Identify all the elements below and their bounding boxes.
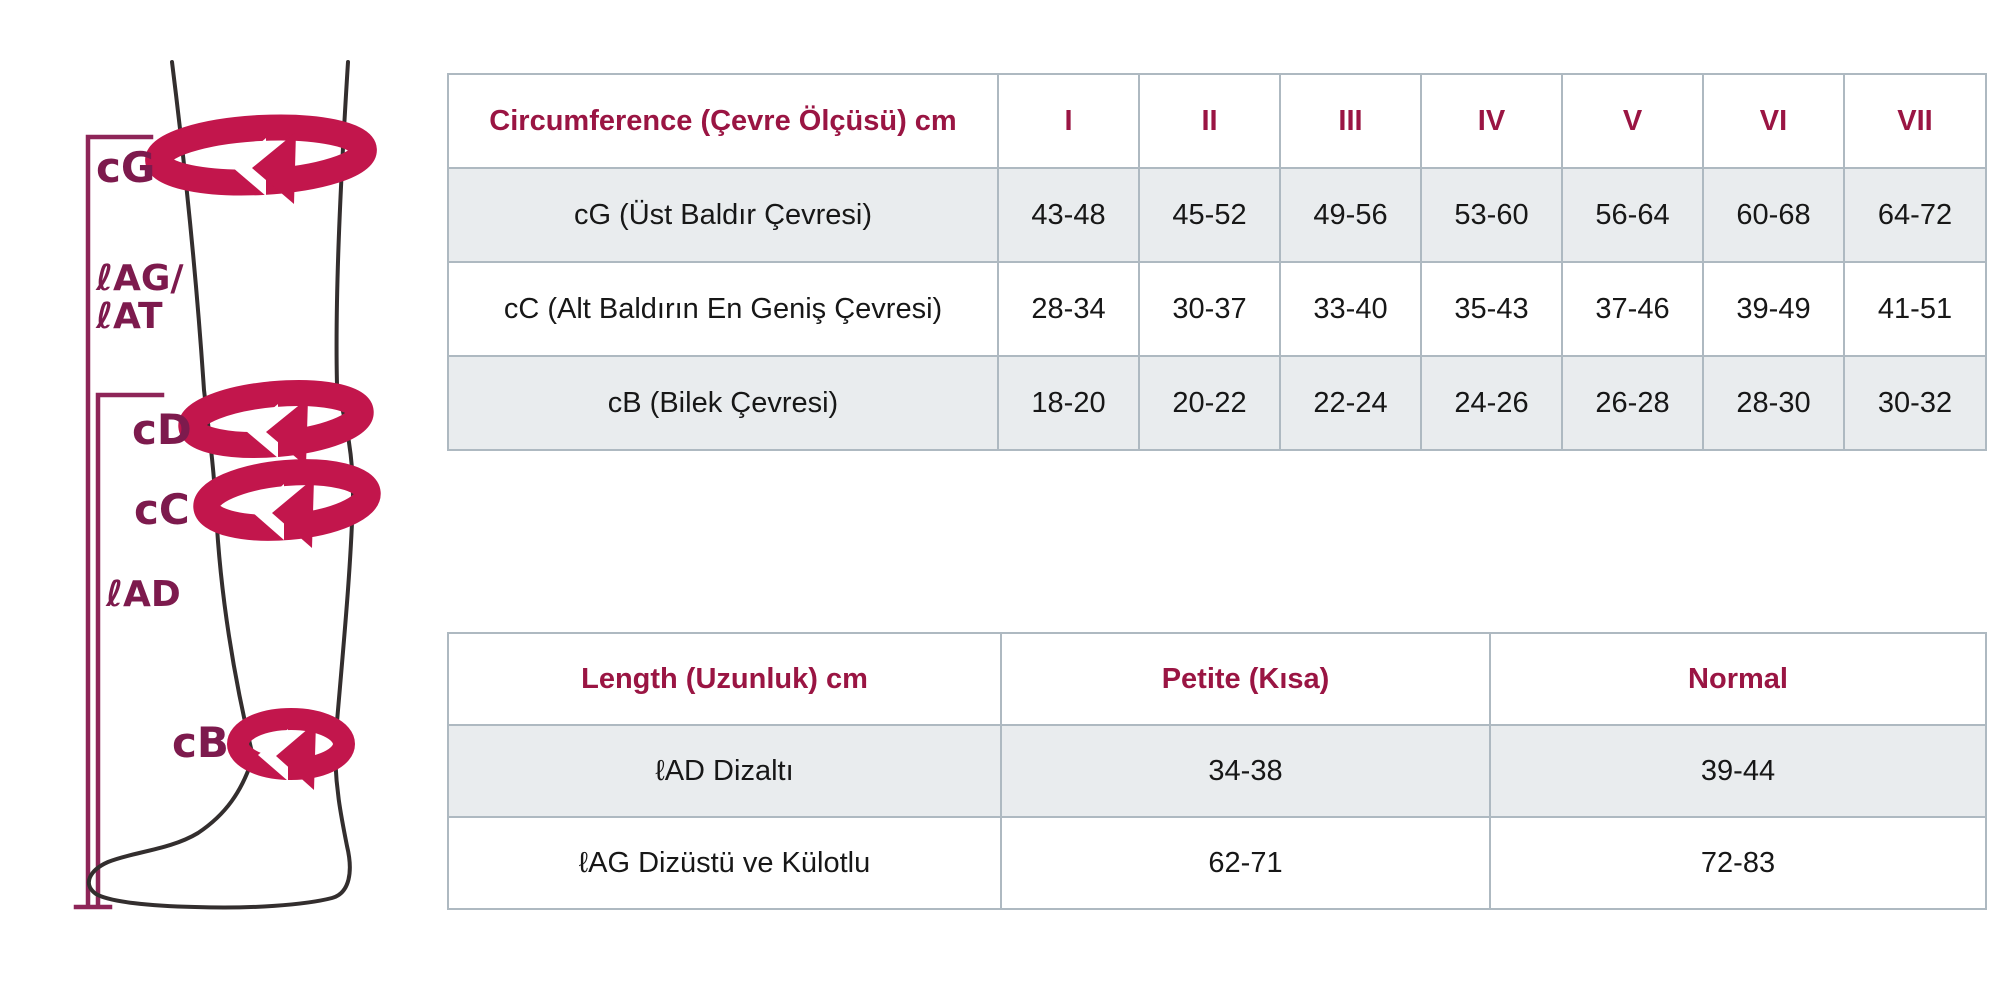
- table-row: ℓAD Dizaltı 34-38 39-44: [447, 724, 1987, 818]
- cell-value: 22-24: [1279, 355, 1422, 451]
- row-label: cC (Alt Baldırın En Geniş Çevresi): [447, 261, 999, 357]
- header-row: Circumference (Çevre Ölçüsü) cm I II III IV V…: [447, 73, 1987, 169]
- cd-measurement-band: [178, 380, 374, 466]
- label-lag: ℓAG/: [95, 258, 184, 299]
- cell-value: 53-60: [1420, 167, 1563, 263]
- column-header-2: Normal: [1489, 632, 1987, 726]
- cell-value: 33-40: [1279, 261, 1422, 357]
- cell-value: 60-68: [1702, 167, 1845, 263]
- cell-value: 62-71: [1000, 816, 1491, 910]
- cb-measurement-band: [227, 708, 355, 790]
- table-title-cell: Circumference (Çevre Ölçüsü) cm: [447, 73, 999, 169]
- cell-value: 39-49: [1702, 261, 1845, 357]
- cell-value: 20-22: [1138, 355, 1281, 451]
- cell-value: 41-51: [1843, 261, 1987, 357]
- lad-measure-line: [95, 392, 165, 909]
- cg-measurement-band: [145, 114, 377, 204]
- table-title-cell: Length (Uzunluk) cm: [447, 632, 1002, 726]
- column-header-2: II: [1138, 73, 1281, 169]
- length-table: Length (Uzunluk) cm Petite (Kısa) Normal ℓA…: [447, 632, 1987, 910]
- header-row: Length (Uzunluk) cm Petite (Kısa) Normal: [447, 632, 1987, 726]
- column-header-4: IV: [1420, 73, 1563, 169]
- cell-value: 39-44: [1489, 724, 1987, 818]
- cell-value: 18-20: [997, 355, 1140, 451]
- row-label: ℓAG Dizüstü ve Külotlu: [447, 816, 1002, 910]
- cc-measurement-band: [193, 459, 381, 548]
- row-label: cB (Bilek Çevresi): [447, 355, 999, 451]
- cell-value: 45-52: [1138, 167, 1281, 263]
- cell-value: 30-37: [1138, 261, 1281, 357]
- label-cg: cG: [96, 143, 155, 192]
- foot-outline: [86, 743, 352, 910]
- table-row: ℓAG Dizüstü ve Külotlu 62-71 72-83: [447, 816, 1987, 910]
- length-table-body: Length (Uzunluk) cm Petite (Kısa) Normal ℓA…: [447, 632, 1987, 910]
- cc-arrow-icon: [272, 478, 314, 548]
- cell-value: 28-34: [997, 261, 1140, 357]
- cell-value: 43-48: [997, 167, 1140, 263]
- label-lad: ℓAD: [105, 574, 181, 615]
- column-header-5: V: [1561, 73, 1704, 169]
- cell-value: 49-56: [1279, 167, 1422, 263]
- cd-arrow-icon: [266, 398, 308, 466]
- table-row: cG (Üst Baldır Çevresi) 43-48 45-52 49-56 53…: [447, 167, 1987, 263]
- cell-value: 24-26: [1420, 355, 1563, 451]
- cell-value: 34-38: [1000, 724, 1491, 818]
- column-header-3: III: [1279, 73, 1422, 169]
- row-label: cG (Üst Baldır Çevresi): [447, 167, 999, 263]
- cell-value: 37-46: [1561, 261, 1704, 357]
- circumference-table-body: Circumference (Çevre Ölçüsü) cm I II III IV V…: [447, 73, 1987, 451]
- cg-arrow-icon: [252, 132, 296, 204]
- label-cc: cC: [134, 485, 190, 534]
- column-header-6: VI: [1702, 73, 1845, 169]
- cell-value: 30-32: [1843, 355, 1987, 451]
- circumference-table: Circumference (Çevre Ölçüsü) cm I II III IV V…: [447, 73, 1987, 451]
- cell-value: 72-83: [1489, 816, 1987, 910]
- lag-measure-line: [85, 134, 154, 909]
- column-header-1: Petite (Kısa): [1000, 632, 1491, 726]
- column-header-7: VII: [1843, 73, 1987, 169]
- label-cd: cD: [132, 405, 192, 454]
- cell-value: 28-30: [1702, 355, 1845, 451]
- leg-diagram-svg: cG ℓAG/ ℓAT cD cC ℓAD cB: [73, 60, 381, 910]
- cell-value: 26-28: [1561, 355, 1704, 451]
- row-label: ℓAD Dizaltı: [447, 724, 1002, 818]
- table-row: cC (Alt Baldırın En Geniş Çevresi) 28-34 3…: [447, 261, 1987, 357]
- cell-value: 35-43: [1420, 261, 1563, 357]
- cell-value: 56-64: [1561, 167, 1704, 263]
- column-header-1: I: [997, 73, 1140, 169]
- label-cb: cB: [172, 718, 229, 767]
- cb-arrow-icon: [276, 722, 316, 790]
- table-row: cB (Bilek Çevresi) 18-20 20-22 22-24 24-26 26…: [447, 355, 1987, 451]
- label-lat: ℓAT: [95, 296, 163, 337]
- leg-measurement-diagram: cG ℓAG/ ℓAT cD cC ℓAD cB: [20, 0, 400, 1000]
- cell-value: 64-72: [1843, 167, 1987, 263]
